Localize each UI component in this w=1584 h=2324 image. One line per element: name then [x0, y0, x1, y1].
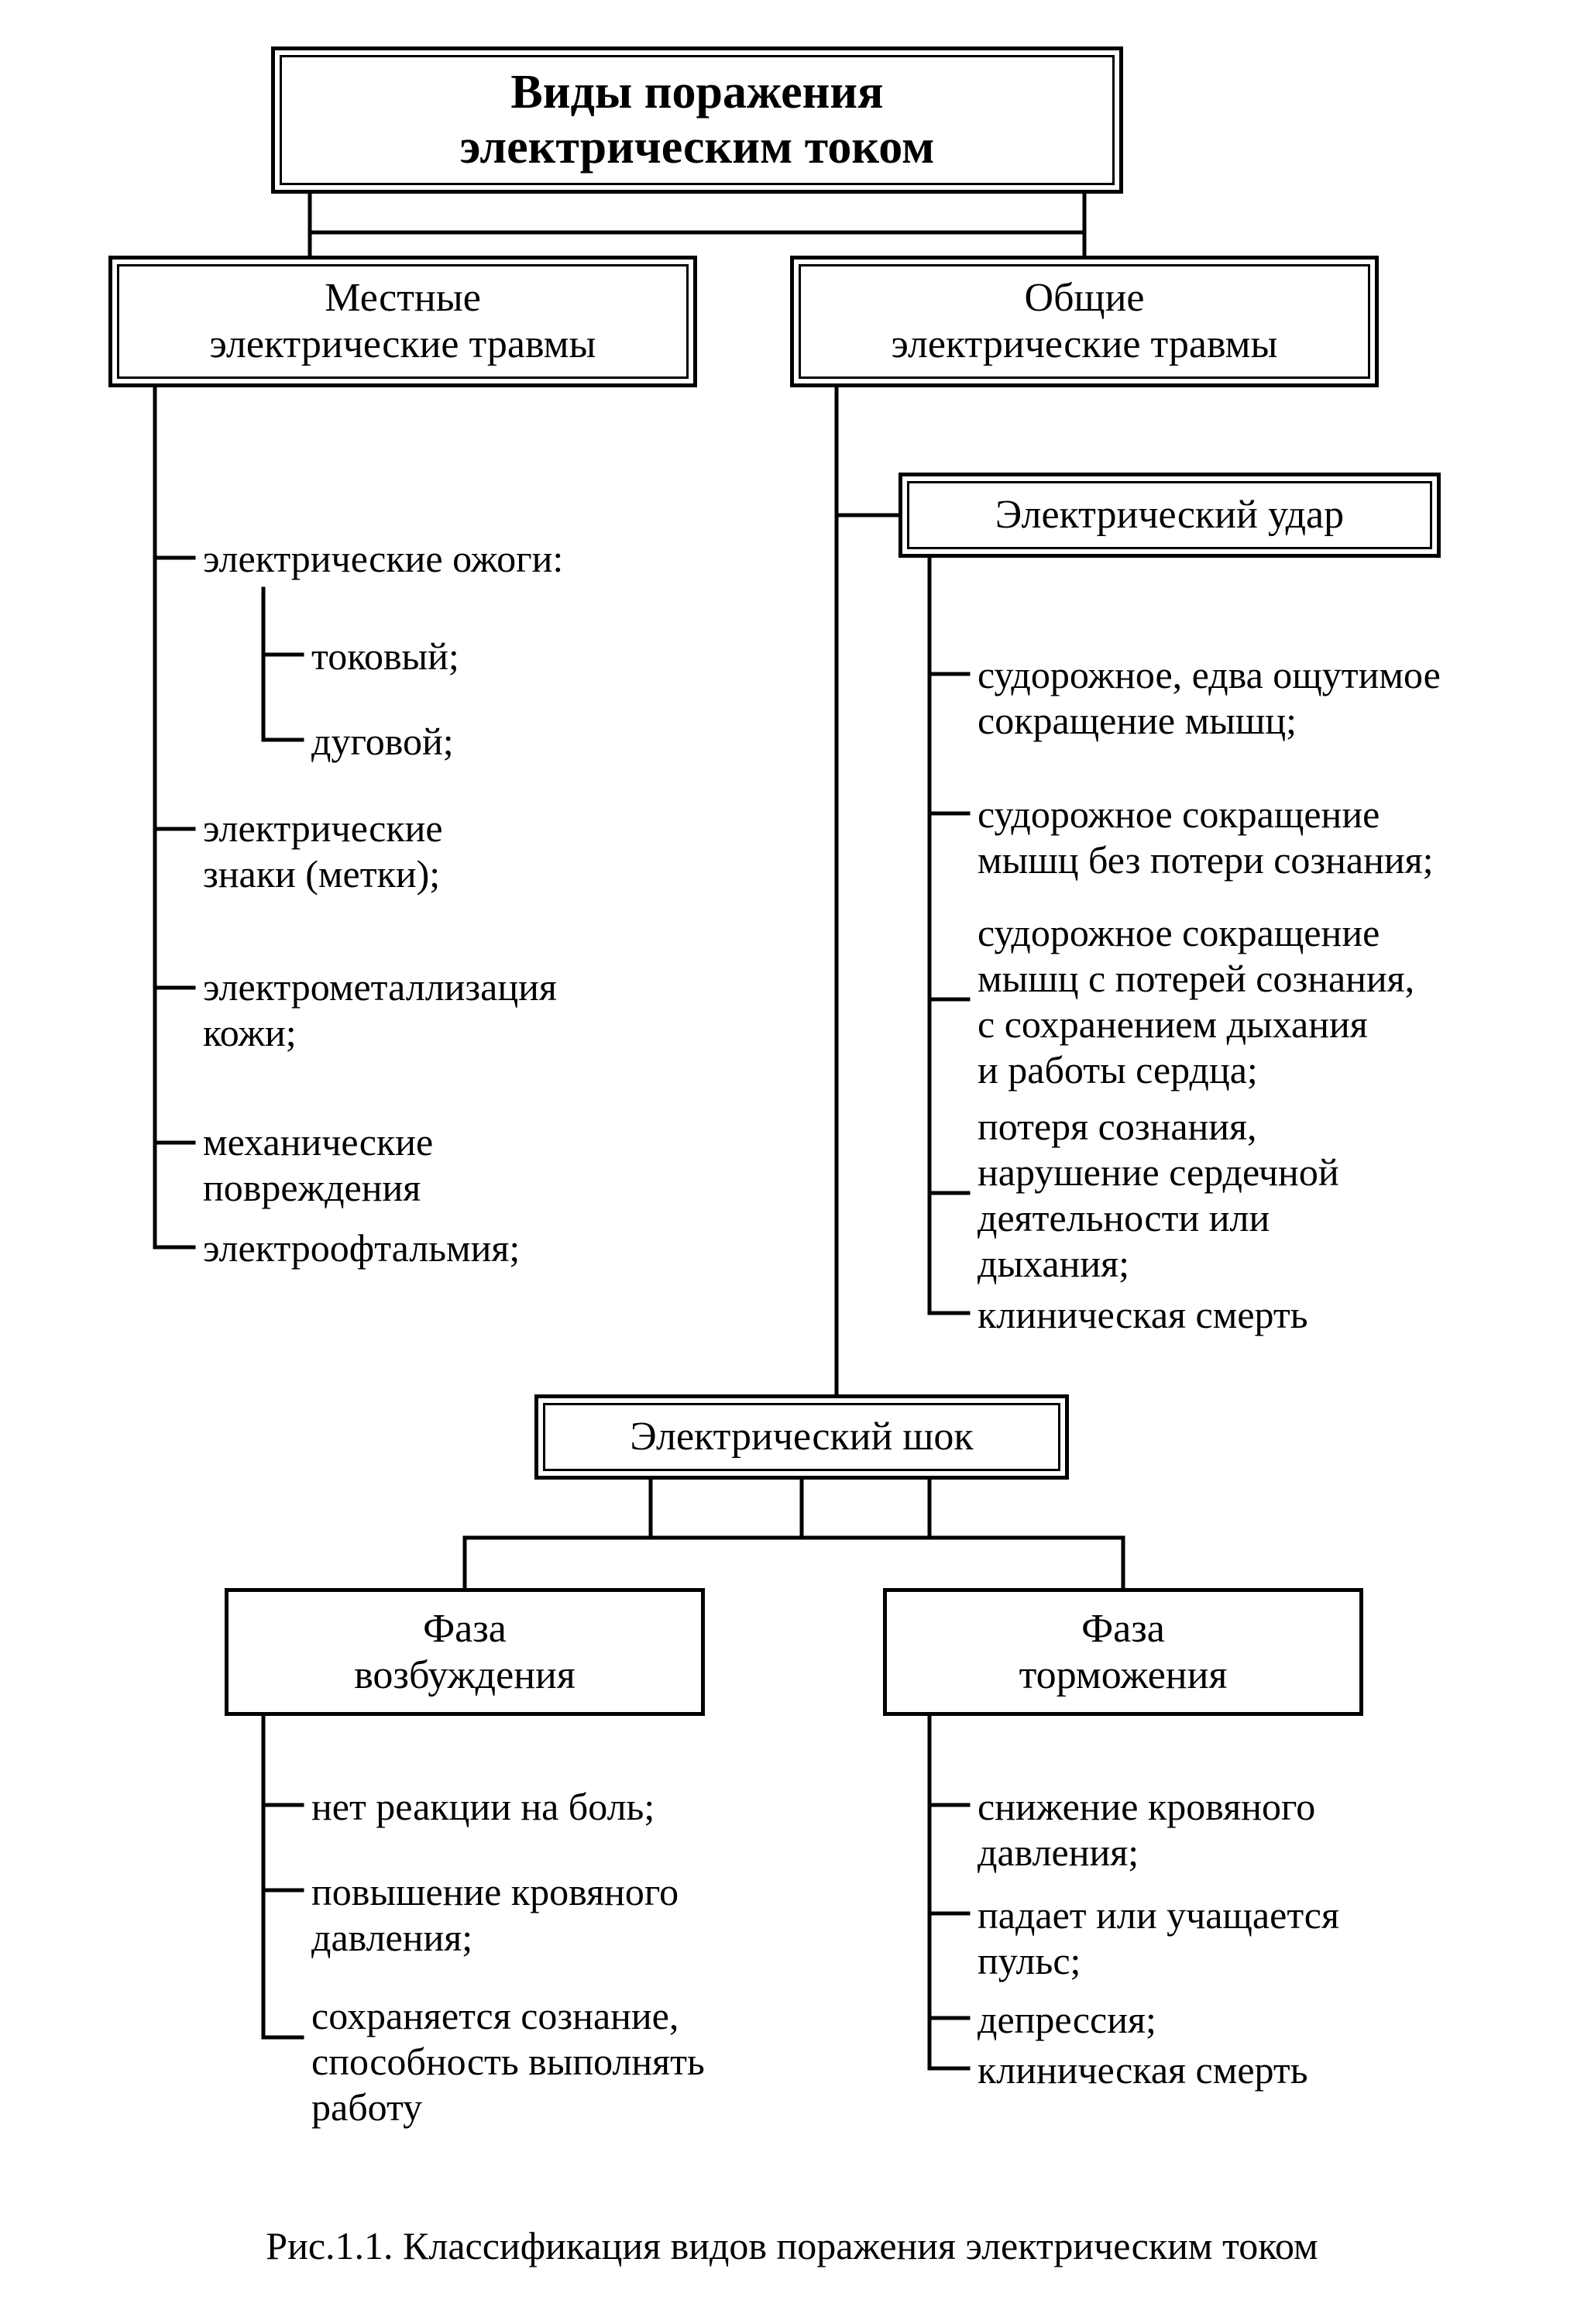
figure-caption: Рис.1.1. Классификация видов поражения э…	[0, 2223, 1584, 2268]
electric-strike-box: Электрический удар	[899, 473, 1441, 558]
electric-strike-label: Электрический удар	[995, 492, 1344, 538]
local-item-2: электрометаллизация кожи;	[203, 964, 699, 1056]
local-heading-l2: электрические травмы	[210, 321, 596, 368]
excitation-l2: возбуждения	[354, 1652, 576, 1699]
excitation-item-2: сохраняется сознание, способность выполн…	[311, 1993, 792, 2130]
excitation-item-1: повышение кровяного давления;	[311, 1869, 792, 1961]
inhibition-l1: Фаза	[1081, 1606, 1165, 1652]
inhibition-item-3: клиническая смерть	[978, 2047, 1473, 2093]
inhibition-item-1: падает или учащается пульс;	[978, 1893, 1473, 1984]
local-item-4: электроофтальмия;	[203, 1226, 699, 1271]
strike-item-3: потеря сознания, нарушение сердечной дея…	[978, 1104, 1535, 1287]
strike-item-1: судорожное сокращение мышц без потери со…	[978, 792, 1535, 883]
local-heading-l1: Местные	[325, 275, 481, 321]
excitation-l1: Фаза	[423, 1606, 507, 1652]
excitation-item-0: нет реакции на боль;	[311, 1784, 792, 1830]
inhibition-item-2: депрессия;	[978, 1997, 1473, 2043]
diagram-canvas: Виды поражения электрическим током Местн…	[0, 0, 1584, 2324]
strike-item-0: судорожное, едва ощутимое сокращение мыш…	[978, 652, 1535, 744]
excitation-phase-box: Фаза возбуждения	[225, 1588, 705, 1716]
local-heading-box: Местные электрические травмы	[108, 256, 697, 387]
local-item-0: электрические ожоги:	[203, 536, 699, 582]
root-box: Виды поражения электрическим током	[271, 46, 1123, 194]
electric-shock-box: Электрический шок	[534, 1394, 1069, 1480]
root-line2: электрическим током	[460, 120, 935, 175]
inhibition-item-0: снижение кровяного давления;	[978, 1784, 1473, 1875]
general-heading-l2: электрические травмы	[892, 321, 1278, 368]
general-heading-box: Общие электрические травмы	[790, 256, 1379, 387]
inhibition-l2: торможения	[1019, 1652, 1228, 1699]
strike-item-2: судорожное сокращение мышц с потерей соз…	[978, 910, 1535, 1093]
strike-item-4: клиническая смерть	[978, 1292, 1535, 1338]
local-item-1: электрические знаки (метки);	[203, 806, 699, 897]
electric-shock-label: Электрический шок	[630, 1414, 973, 1460]
local-item-3: механические повреждения	[203, 1119, 699, 1211]
root-line1: Виды поражения	[510, 65, 883, 120]
local-item-0-sub-0: токовый;	[311, 634, 699, 679]
inhibition-phase-box: Фаза торможения	[883, 1588, 1363, 1716]
local-item-0-sub-1: дуговой;	[311, 719, 699, 765]
general-heading-l1: Общие	[1025, 275, 1145, 321]
